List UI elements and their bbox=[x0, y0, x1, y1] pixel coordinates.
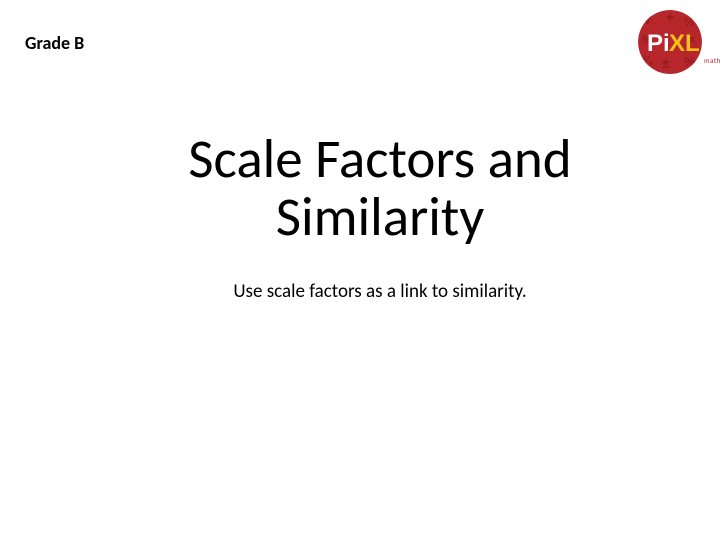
svg-text:√: √ bbox=[644, 11, 652, 27]
svg-text:±: ± bbox=[662, 55, 670, 71]
svg-text:XL: XL bbox=[669, 30, 700, 57]
svg-text:+: + bbox=[666, 10, 674, 25]
grade-label: Grade B bbox=[25, 32, 84, 54]
slide-title: Scale Factors and Similarity bbox=[100, 130, 660, 246]
svg-text:½: ½ bbox=[684, 15, 694, 29]
slide-subtitle: Use scale factors as a link to similarit… bbox=[100, 280, 660, 303]
slide: Grade B Scale Factors and Similarity Use… bbox=[0, 0, 720, 540]
pixl-logo-label: maths bbox=[704, 56, 720, 65]
pixl-logo-svg: √ + ½ % × ¾ ± % Pi XL bbox=[638, 10, 702, 74]
pixl-logo: √ + ½ % × ¾ ± % Pi XL maths bbox=[638, 10, 702, 74]
svg-text:Pi: Pi bbox=[647, 30, 670, 57]
